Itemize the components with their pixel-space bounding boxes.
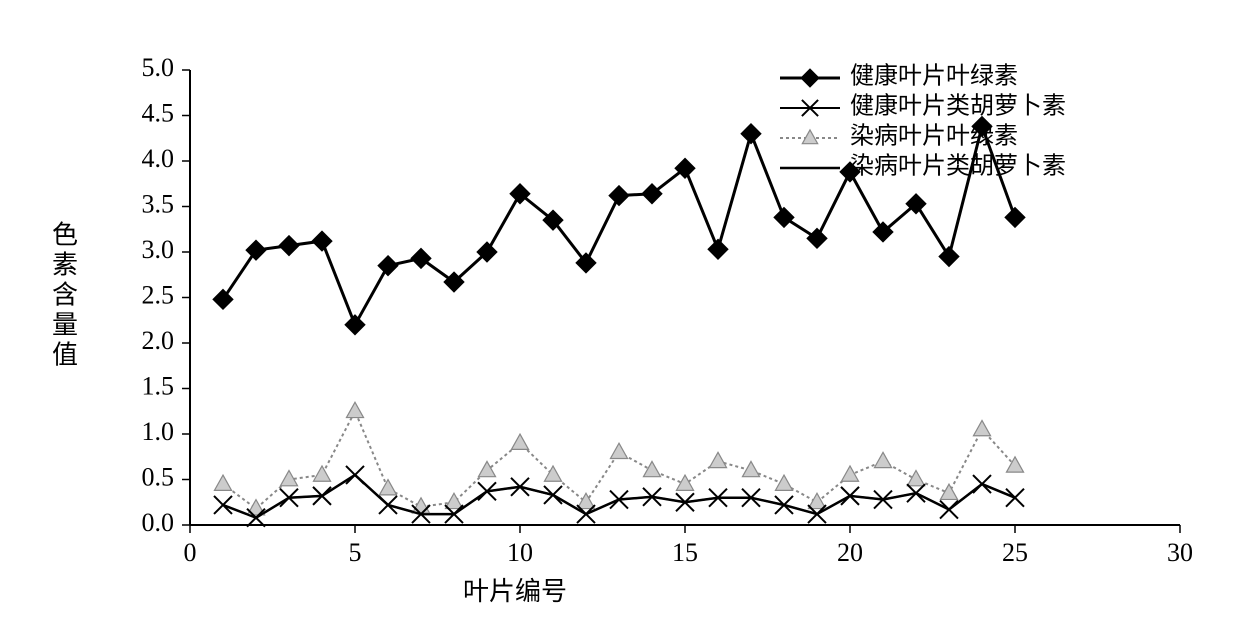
svg-text:染病叶片叶绿素: 染病叶片叶绿素 <box>850 123 1018 150</box>
svg-text:4.0: 4.0 <box>142 144 175 173</box>
line-chart: 0.0 0.5 1.0 1.5 2.0 2.5 3.0 3.5 4.0 4.5 5.0 0 5 10 15 2… <box>0 0 1239 635</box>
svg-text:3.0: 3.0 <box>142 235 175 264</box>
svg-text:25: 25 <box>1002 538 1028 567</box>
svg-text:量: 量 <box>52 310 78 339</box>
svg-text:健康叶片类胡萝卜素: 健康叶片类胡萝卜素 <box>850 93 1066 120</box>
svg-text:20: 20 <box>837 538 863 567</box>
svg-text:15: 15 <box>672 538 698 567</box>
svg-text:0: 0 <box>184 538 197 567</box>
svg-text:5: 5 <box>349 538 362 567</box>
svg-text:0.5: 0.5 <box>142 462 175 491</box>
svg-text:0.0: 0.0 <box>142 508 175 537</box>
svg-text:染病叶片类胡萝卜素: 染病叶片类胡萝卜素 <box>850 153 1066 180</box>
svg-text:素: 素 <box>52 250 78 279</box>
chart-container: 0.0 0.5 1.0 1.5 2.0 2.5 3.0 3.5 4.0 4.5 5.0 0 5 10 15 2… <box>0 0 1239 635</box>
svg-text:10: 10 <box>507 538 533 567</box>
svg-text:4.5: 4.5 <box>142 98 175 127</box>
svg-text:5.0: 5.0 <box>142 53 175 82</box>
svg-text:1.0: 1.0 <box>142 417 175 446</box>
svg-text:30: 30 <box>1167 538 1193 567</box>
svg-text:含: 含 <box>52 280 78 309</box>
svg-text:叶片编号: 叶片编号 <box>463 577 567 606</box>
svg-text:值: 值 <box>52 340 78 369</box>
svg-text:3.5: 3.5 <box>142 189 175 218</box>
svg-text:2.5: 2.5 <box>142 280 175 309</box>
svg-text:1.5: 1.5 <box>142 371 175 400</box>
svg-text:健康叶片叶绿素: 健康叶片叶绿素 <box>850 63 1018 90</box>
svg-text:2.0: 2.0 <box>142 326 175 355</box>
svg-text:色: 色 <box>52 220 78 249</box>
